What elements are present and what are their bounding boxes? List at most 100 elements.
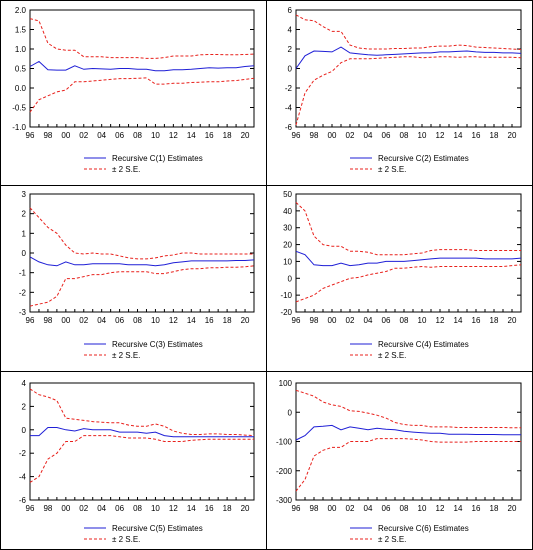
x-tick-label: 20	[508, 316, 517, 325]
legend-label-estimate: Recursive C(5) Estimates	[112, 524, 203, 533]
x-tick-label: 14	[454, 131, 463, 140]
legend: Recursive C(2) Estimates ± 2 S.E.	[350, 154, 469, 174]
chart-panel-6: -300 -200 -100 0 100 96 98 00 02 04 06 08 10 12 14 16 18…	[276, 379, 522, 544]
legend: Recursive C(3) Estimates ± 2 S.E.	[84, 340, 203, 360]
y-tick-label: 0	[22, 426, 27, 435]
y-tick-label: 2	[22, 402, 27, 411]
x-tick-label: 16	[472, 504, 481, 513]
upper-band-line	[295, 202, 521, 256]
lower-band-line	[29, 435, 254, 483]
x-tick-label: 10	[151, 131, 160, 140]
x-tick-label: 20	[241, 131, 250, 140]
x-tick-label: 14	[454, 504, 463, 513]
x-tick-label: 00	[61, 316, 70, 325]
y-tick-label: -2	[285, 84, 293, 93]
x-tick-label: 02	[79, 131, 88, 140]
y-tick-label: -1	[19, 269, 27, 278]
x-tick-label: 04	[97, 316, 106, 325]
x-tick-label: 10	[151, 316, 160, 325]
x-tick-label: 02	[346, 131, 355, 140]
x-tick-label: 18	[490, 504, 499, 513]
x-tick-label: 02	[79, 504, 88, 513]
x-tick-label: 08	[133, 316, 142, 325]
legend: Recursive C(4) Estimates ± 2 S.E.	[350, 340, 469, 360]
x-tick-label: 18	[223, 504, 232, 513]
y-tick-label: -10	[280, 291, 292, 300]
lower-band-line	[29, 265, 255, 307]
y-tick-label: 6	[288, 6, 293, 15]
x-tick-label: 14	[187, 316, 196, 325]
y-tick-label: 0	[22, 249, 27, 258]
x-tick-label: 14	[187, 131, 196, 140]
y-tick-label: 20	[283, 241, 292, 250]
estimate-line	[30, 427, 254, 438]
x-tick-label: 96	[292, 504, 301, 513]
legend-label-band: ± 2 S.E.	[378, 535, 406, 544]
x-tick-label: 96	[26, 504, 35, 513]
x-tick-label: 08	[133, 131, 142, 140]
x-tick-label: 04	[364, 504, 373, 513]
legend: Recursive C(1) Estimates ± 2 S.E.	[84, 154, 203, 174]
x-tick-label: 18	[223, 131, 232, 140]
x-tick-label: 20	[241, 316, 250, 325]
estimate-line	[295, 46, 522, 69]
x-tick-label: 00	[61, 504, 70, 513]
x-tick-label: 16	[205, 316, 214, 325]
y-tick-label: -100	[276, 438, 293, 447]
y-tick-label: 100	[279, 379, 293, 388]
x-tick-label: 10	[418, 504, 427, 513]
y-tick-label: -6	[285, 123, 293, 132]
x-tick-label: 02	[346, 316, 355, 325]
upper-band-line	[295, 389, 521, 429]
upper-band-line	[29, 18, 255, 59]
x-tick-label: 96	[292, 316, 301, 325]
x-tick-label: 20	[508, 131, 517, 140]
x-tick-label: 00	[328, 131, 337, 140]
x-tick-label: 12	[436, 504, 445, 513]
x-tick-label: 12	[169, 504, 178, 513]
y-tick-label: -20	[280, 308, 292, 317]
upper-band-line	[295, 14, 522, 50]
upper-band-line	[29, 388, 255, 437]
legend-label-band: ± 2 S.E.	[378, 351, 406, 360]
x-tick-label: 06	[382, 316, 391, 325]
y-tick-label: 0.0	[15, 84, 27, 93]
x-tick-label: 10	[418, 131, 427, 140]
x-tick-label: 06	[115, 504, 124, 513]
x-tick-label: 12	[436, 316, 445, 325]
y-tick-label: -4	[285, 104, 293, 113]
y-tick-label: -1.0	[12, 123, 26, 132]
x-tick-label: 08	[133, 504, 142, 513]
x-tick-label: 14	[454, 316, 463, 325]
legend: Recursive C(6) Estimates ± 2 S.E.	[350, 524, 469, 544]
legend-label-estimate: Recursive C(6) Estimates	[378, 524, 469, 533]
legend-label-band: ± 2 S.E.	[112, 351, 140, 360]
legend-label-estimate: Recursive C(3) Estimates	[112, 340, 203, 349]
estimate-line	[295, 424, 521, 441]
x-tick-label: 18	[490, 316, 499, 325]
y-tick-label: 3	[22, 190, 27, 199]
y-tick-label: 2.0	[15, 6, 27, 15]
y-tick-label: -6	[19, 496, 27, 505]
x-tick-label: 16	[205, 504, 214, 513]
x-tick-label: 98	[43, 504, 52, 513]
lower-band-line	[29, 77, 255, 113]
legend-label-estimate: Recursive C(4) Estimates	[378, 340, 469, 349]
chart-panel-1: -1.0 -0.5 0.0 0.5 1.0 1.5 2.0 96 98 00 02 04 06 08 10 1…	[12, 6, 255, 174]
x-tick-label: 98	[43, 131, 52, 140]
x-tick-label: 12	[436, 131, 445, 140]
x-tick-label: 02	[346, 504, 355, 513]
estimate-line	[29, 256, 255, 267]
y-tick-label: -3	[19, 308, 27, 317]
x-tick-label: 04	[97, 131, 106, 140]
x-tick-label: 18	[223, 316, 232, 325]
y-tick-label: 30	[283, 224, 292, 233]
x-tick-label: 06	[382, 504, 391, 513]
x-tick-label: 98	[310, 131, 319, 140]
y-tick-label: 4	[22, 379, 27, 388]
legend: Recursive C(5) Estimates ± 2 S.E.	[84, 524, 203, 544]
x-tick-label: 10	[418, 316, 427, 325]
x-tick-label: 20	[508, 504, 517, 513]
